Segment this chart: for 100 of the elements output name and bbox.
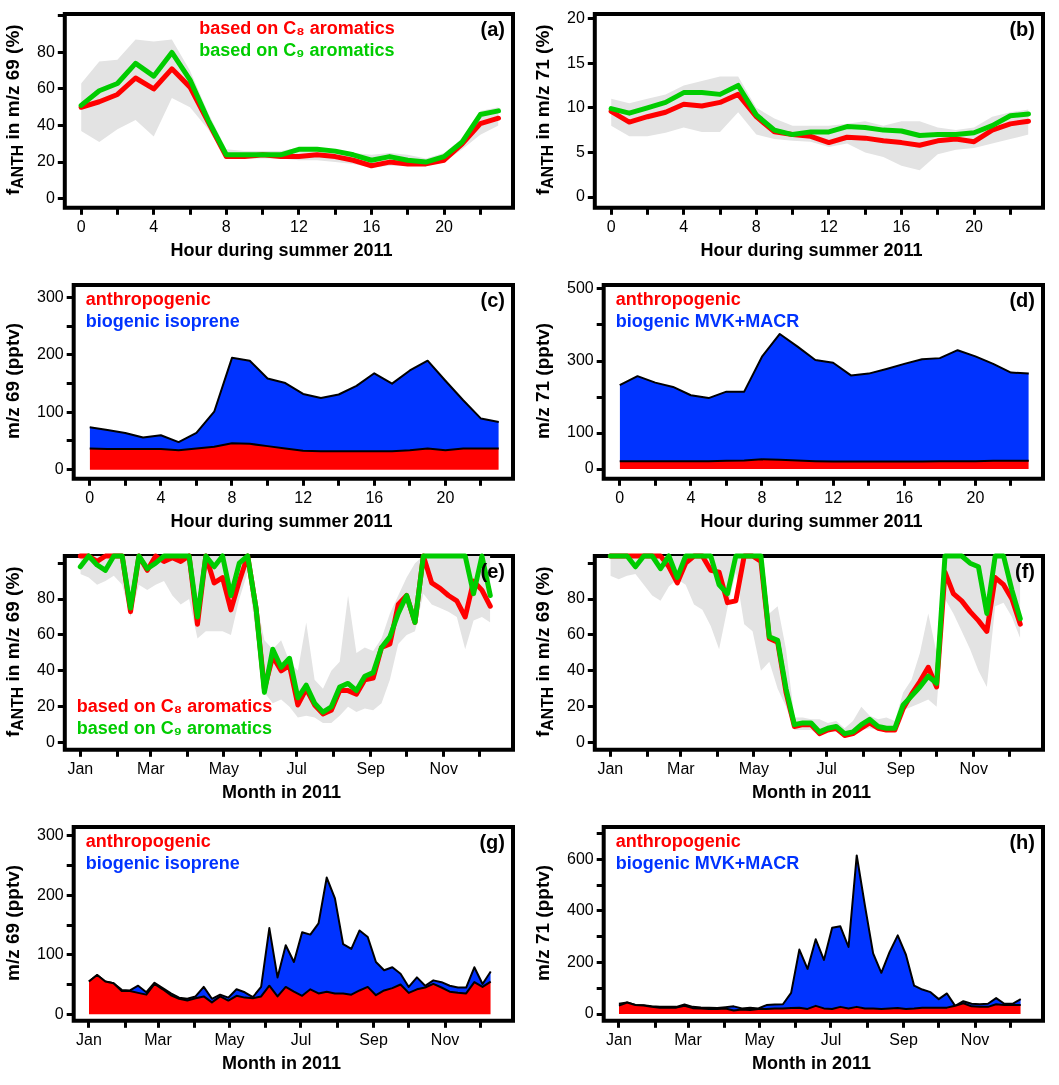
y-tick-label: 0 (54, 1004, 64, 1022)
y-tick-label: 80 (567, 589, 585, 607)
y-tick-label: 200 (36, 885, 64, 903)
annotation: (g) (479, 830, 505, 853)
x-tick-label: 16 (895, 488, 914, 506)
x-tick-label: 12 (294, 488, 313, 506)
y-tick-label: 0 (54, 460, 64, 478)
y-axis-title: m/z 71 (pptv) (532, 863, 554, 984)
x-tick-label: May (738, 759, 769, 777)
x-tick-label: 8 (221, 217, 231, 235)
x-tick-label: Jan (67, 759, 94, 777)
x-tick-label: Jul (816, 759, 837, 777)
x-tick-label: 16 (365, 488, 384, 506)
y-tick-label: 100 (36, 402, 64, 420)
y-tick-label: 100 (36, 945, 64, 963)
y-tick-label: 0 (575, 187, 585, 205)
y-axis-title: m/z 69 (pptv) (2, 321, 24, 442)
y-tick-label: 0 (584, 1004, 594, 1022)
x-tick-label: 20 (435, 217, 454, 235)
y-tick-label: 0 (45, 733, 55, 751)
series-label: based on C₈ aromatics (76, 695, 273, 716)
y-tick-label: 60 (37, 79, 55, 97)
y-tick-label: 300 (36, 288, 64, 306)
x-tick-label: Jul (286, 759, 307, 777)
series-label: based on C₉ aromatics (76, 717, 272, 738)
y-tick-label: 200 (566, 952, 594, 970)
y-tick-label: 60 (37, 625, 55, 643)
text: biogenic isoprene (85, 852, 240, 873)
x-tick-label: 0 (85, 488, 95, 506)
series-label: biogenic MVK+MACR (615, 310, 800, 331)
y-tick-label: 200 (36, 345, 64, 363)
x-tick-label: Mar (144, 1030, 173, 1048)
y-tick-label: 20 (37, 152, 55, 170)
x-tick-label: 8 (227, 488, 237, 506)
annotation: (a) (480, 17, 505, 40)
text: biogenic MVK+MACR (615, 852, 800, 873)
x-tick-label: 0 (606, 217, 616, 235)
x-tick-label: 12 (819, 217, 838, 235)
x-axis-title: Hour during summer 2011 (169, 240, 394, 261)
x-tick-label: May (208, 759, 239, 777)
annotation: (b) (1009, 17, 1035, 40)
y-tick-label: 500 (566, 279, 594, 297)
y-tick-label: 60 (567, 625, 585, 643)
x-tick-label: Mar (137, 759, 166, 777)
x-axis-title: Hour during summer 2011 (699, 240, 924, 261)
y-tick-label: 5 (575, 142, 585, 160)
text: based on C₈ aromatics (199, 17, 395, 38)
x-axis-title: Hour during summer 2011 (169, 511, 394, 532)
y-tick-label: 0 (575, 733, 585, 751)
y-tick-label: 80 (37, 589, 55, 607)
x-tick-label: 20 (966, 488, 985, 506)
x-tick-label: Sep (359, 1030, 388, 1048)
x-tick-label: Sep (886, 759, 916, 777)
y-tick-label: 20 (567, 697, 585, 715)
y-tick-label: 400 (566, 901, 594, 919)
y-tick-label: 20 (567, 8, 585, 26)
series-label: biogenic isoprene (85, 310, 240, 331)
text: anthropogenic (85, 830, 211, 851)
y-tick-label: 300 (36, 826, 64, 844)
x-tick-label: 8 (751, 217, 761, 235)
text: anthropogenic (615, 288, 741, 309)
x-tick-label: Nov (959, 759, 988, 777)
x-tick-label: Mar (667, 759, 696, 777)
x-tick-label: 4 (149, 217, 159, 235)
x-tick-label: Jan (597, 759, 624, 777)
annotation: (d) (1009, 288, 1035, 311)
x-tick-label: Nov (429, 759, 458, 777)
x-tick-label: 4 (679, 217, 689, 235)
y-tick-label: 100 (566, 423, 594, 441)
y-tick-label: 40 (567, 661, 585, 679)
x-tick-label: Sep (356, 759, 386, 777)
y-tick-label: 300 (566, 351, 594, 369)
x-tick-label: May (744, 1030, 775, 1048)
x-tick-label: 12 (289, 217, 308, 235)
x-axis-title: Hour during summer 2011 (699, 511, 924, 532)
x-tick-label: Sep (889, 1030, 918, 1048)
x-axis-title: Month in 2011 (751, 782, 872, 803)
x-tick-label: Jul (290, 1030, 312, 1048)
x-tick-label: Jan (606, 1030, 632, 1048)
x-tick-label: Nov (430, 1030, 460, 1048)
x-tick-label: 0 (76, 217, 86, 235)
text: anthropogenic (85, 288, 211, 309)
x-tick-label: 20 (436, 488, 455, 506)
y-axis-title: m/z 71 (pptv) (532, 321, 554, 442)
x-tick-label: Jan (76, 1030, 102, 1048)
x-tick-label: 16 (362, 217, 381, 235)
x-tick-label: 12 (824, 488, 843, 506)
x-tick-label: Jul (820, 1030, 842, 1048)
annotation: (c) (480, 288, 505, 311)
x-axis-title: Month in 2011 (221, 1053, 342, 1074)
text: anthropogenic (615, 830, 741, 851)
annotation: (h) (1009, 830, 1035, 853)
x-tick-label: 0 (615, 488, 625, 506)
x-tick-label: 4 (686, 488, 696, 506)
x-tick-label: Mar (674, 1030, 703, 1048)
y-tick-label: 10 (567, 98, 585, 116)
series-label: based on C₉ aromatics (199, 39, 395, 60)
x-tick-label: 8 (757, 488, 767, 506)
x-axis-title: Month in 2011 (751, 1053, 872, 1074)
annotation: (f) (1015, 559, 1035, 582)
